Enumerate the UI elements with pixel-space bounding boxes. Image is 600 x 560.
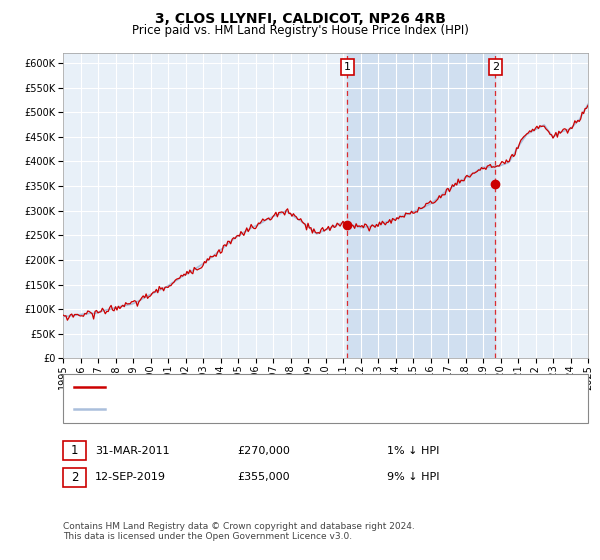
Bar [347, 53, 496, 358]
Text: 3, CLOS LLYNFI, CALDICOT, NP26 4RB (detached house): 3, CLOS LLYNFI, CALDICOT, NP26 4RB (deta… [112, 382, 422, 393]
Text: 1: 1 [344, 62, 351, 72]
Text: 1: 1 [71, 444, 78, 458]
Text: 31-MAR-2011: 31-MAR-2011 [95, 446, 169, 456]
Text: 12-SEP-2019: 12-SEP-2019 [95, 472, 166, 482]
Text: £355,000: £355,000 [237, 472, 290, 482]
Text: 9% ↓ HPI: 9% ↓ HPI [387, 472, 439, 482]
Text: £270,000: £270,000 [237, 446, 290, 456]
Text: 1% ↓ HPI: 1% ↓ HPI [387, 446, 439, 456]
Text: 2: 2 [71, 470, 78, 484]
Text: Contains HM Land Registry data © Crown copyright and database right 2024.
This d: Contains HM Land Registry data © Crown c… [63, 522, 415, 542]
Text: HPI: Average price, detached house, Monmouthshire: HPI: Average price, detached house, Monm… [112, 404, 406, 414]
Text: 2: 2 [492, 62, 499, 72]
Text: Price paid vs. HM Land Registry's House Price Index (HPI): Price paid vs. HM Land Registry's House … [131, 24, 469, 37]
Text: 3, CLOS LLYNFI, CALDICOT, NP26 4RB: 3, CLOS LLYNFI, CALDICOT, NP26 4RB [155, 12, 445, 26]
